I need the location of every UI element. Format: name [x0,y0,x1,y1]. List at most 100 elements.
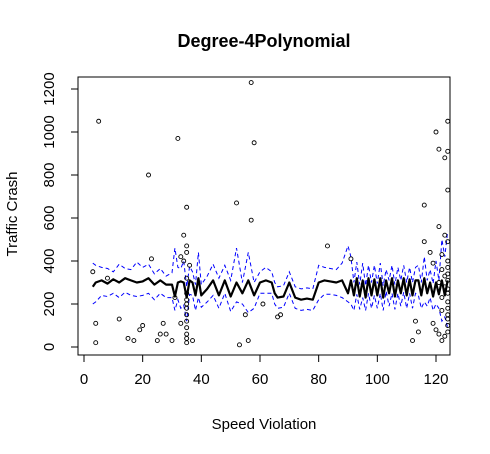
data-point [260,301,266,307]
data-point [410,338,415,343]
data-point [125,335,131,341]
x-axis-label: Speed Violation [212,416,317,433]
data-point [184,243,190,249]
x-axis: 0 20 40 60 80 100 120 [80,354,449,388]
data-point [96,118,102,124]
data-point [439,252,445,258]
data-point [93,340,99,346]
data-point [187,262,193,268]
data-point [93,320,99,326]
data-point [178,254,184,260]
data-point [116,316,122,322]
data-point [248,217,254,223]
data-point [445,258,451,264]
data-point [436,146,442,152]
y-tick-label: 600 [41,205,58,230]
data-point [149,256,154,262]
confidence-band [92,230,449,328]
fit-line [91,277,449,301]
x-tick-label: 40 [193,371,210,388]
data-point [421,202,427,208]
data-point [184,305,190,311]
data-point [184,301,190,307]
y-tick-label: 200 [41,291,58,316]
y-tick-label: 1000 [41,115,58,148]
data-point [445,316,451,322]
x-tick-label: 60 [252,371,269,388]
data-point [427,249,433,255]
data-point [430,260,436,266]
data-point [445,323,451,328]
data-point [445,290,451,296]
data-point [445,118,451,124]
data-point [439,267,445,273]
data-point [430,320,436,326]
y-tick-label: 800 [41,162,58,187]
data-point [421,239,427,245]
data-point [248,80,254,86]
data-point [445,271,451,277]
data-point [242,312,248,318]
lower-band-line [92,291,449,328]
data-point [140,323,146,328]
x-tick-label: 80 [310,371,327,388]
data-point [413,318,418,324]
data-point [184,340,190,346]
data-point [245,338,251,343]
data-point [137,327,143,333]
data-point [439,295,445,300]
data-point [90,269,96,275]
data-point [433,129,439,135]
data-point [433,327,439,333]
x-tick-label: 100 [365,371,390,388]
data-point [234,200,239,206]
data-point [415,329,421,335]
data-point [154,338,160,343]
data-point [436,331,442,337]
data-point [348,256,354,262]
data-point [184,325,190,331]
data-point [146,172,151,178]
data-point [157,331,163,337]
data-point [169,338,175,343]
data-point [184,331,190,337]
data-point [190,338,195,343]
data-point [184,318,190,324]
data-point [175,135,181,141]
plot-frame [77,76,451,356]
data-point [163,331,169,337]
data-points [90,80,451,348]
data-point [436,224,442,230]
data-point [445,265,451,270]
data-point [105,275,110,281]
data-point [445,239,451,245]
data-point [442,155,448,161]
data-point [184,312,190,318]
data-point [184,290,190,296]
data-point [436,280,442,285]
y-axis-label: Traffic Crash [4,171,21,256]
data-point [445,187,451,193]
data-point [184,275,190,281]
data-point [251,140,257,146]
data-point [160,320,166,326]
data-point [184,249,190,255]
data-point [442,333,448,339]
x-tick-label: 0 [80,371,88,388]
data-point [445,299,451,305]
y-tick-label: 0 [41,343,58,351]
x-tick-label: 20 [134,371,151,388]
data-point [445,329,451,335]
data-point [325,243,330,249]
data-point [445,148,451,154]
chart-title: Degree-4Polynomial [177,31,350,51]
data-point [181,232,187,238]
data-point [445,305,451,311]
data-point [184,335,190,341]
data-point [445,277,451,283]
data-point [181,258,187,264]
data-point [439,308,445,313]
data-point [439,338,445,343]
data-point [172,295,178,300]
